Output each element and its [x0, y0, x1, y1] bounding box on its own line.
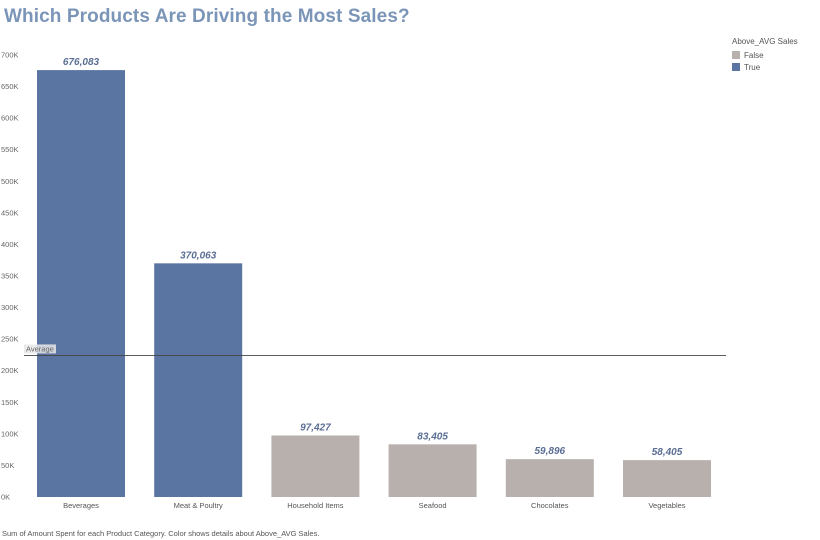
legend-item-false[interactable]: False — [732, 49, 798, 61]
legend: Above_AVG Sales False True — [732, 37, 798, 73]
bar-vegetables[interactable] — [623, 460, 711, 497]
bar-chocolates[interactable] — [505, 459, 594, 497]
y-tick-label: 600K — [1, 114, 19, 123]
y-tick-label: 350K — [1, 272, 19, 281]
y-tick-label: 650K — [1, 82, 19, 91]
x-category-label: Vegetables — [648, 501, 685, 510]
x-category-label: Seafood — [419, 501, 447, 510]
x-category-label: Beverages — [63, 501, 99, 510]
bar-value-label: 370,063 — [180, 250, 217, 261]
bar-meat-poultry[interactable] — [154, 263, 243, 497]
chart-title: Which Products Are Driving the Most Sale… — [4, 6, 410, 27]
bar-household-items[interactable] — [271, 435, 360, 497]
legend-title: Above_AVG Sales — [732, 37, 798, 46]
y-tick-label: 200K — [1, 366, 19, 375]
average-label: Average — [26, 344, 54, 353]
y-tick-label: 250K — [1, 335, 19, 344]
y-tick-label: 550K — [1, 145, 19, 154]
y-tick-label: 500K — [1, 177, 19, 186]
bar-value-label: 97,427 — [300, 422, 331, 433]
y-tick-label: 100K — [1, 429, 19, 438]
legend-label-false: False — [744, 50, 764, 60]
y-tick-label: 450K — [1, 208, 19, 217]
x-category-label: Meat & Poultry — [174, 501, 223, 510]
x-category-label: Household Items — [287, 501, 344, 510]
y-tick-label: 150K — [1, 398, 19, 407]
y-tick-label: 700K — [1, 51, 19, 60]
y-tick-label: 50K — [1, 461, 14, 470]
legend-item-true[interactable]: True — [732, 61, 798, 73]
chart-caption: Sum of Amount Spent for each Product Cat… — [2, 529, 320, 538]
x-category-label: Chocolates — [531, 501, 569, 510]
bar-beverages[interactable] — [37, 70, 125, 498]
legend-label-true: True — [744, 62, 761, 72]
average-label-background — [24, 344, 56, 354]
bar-value-label: 58,405 — [652, 447, 683, 458]
bar-value-label: 676,083 — [63, 57, 100, 68]
bar-value-label: 59,896 — [535, 446, 566, 457]
legend-swatch-false — [732, 51, 740, 59]
y-tick-label: 0K — [1, 493, 10, 502]
y-tick-label: 300K — [1, 303, 19, 312]
bar-value-label: 83,405 — [417, 431, 448, 442]
legend-swatch-true — [732, 63, 740, 71]
y-tick-label: 400K — [1, 240, 19, 249]
bar-seafood[interactable] — [388, 444, 477, 497]
